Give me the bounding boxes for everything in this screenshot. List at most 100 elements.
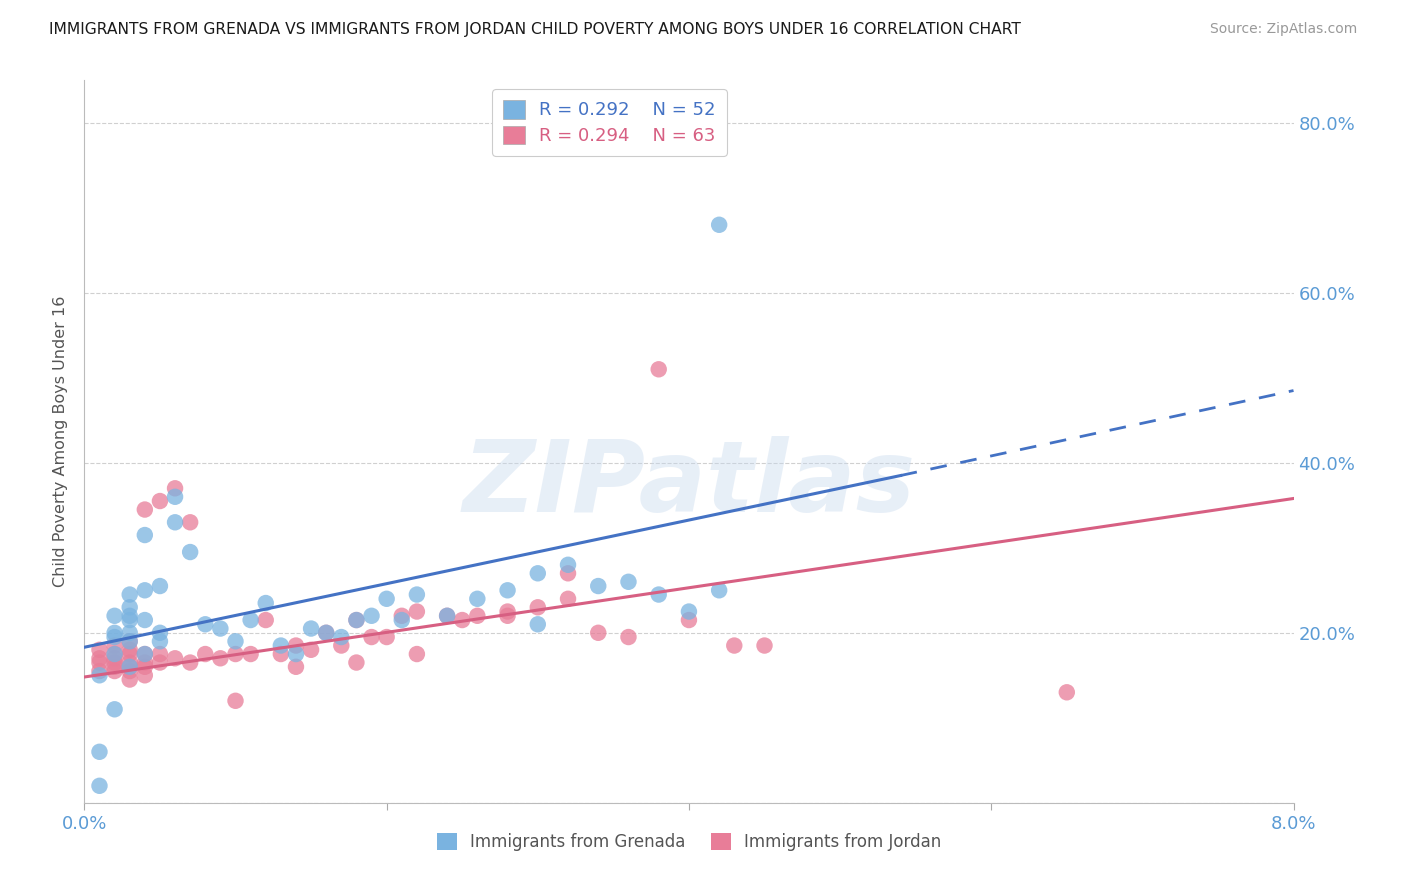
Point <box>270 639 292 653</box>
Point <box>285 660 308 674</box>
Point <box>104 639 127 653</box>
Point <box>118 613 141 627</box>
Point <box>496 608 519 623</box>
Point <box>165 490 187 504</box>
Point <box>118 642 141 657</box>
Point <box>617 630 640 644</box>
Point <box>315 625 337 640</box>
Point <box>118 660 141 674</box>
Point <box>467 608 489 623</box>
Point <box>436 608 458 623</box>
Point <box>406 647 429 661</box>
Point <box>134 583 156 598</box>
Point <box>209 651 232 665</box>
Point <box>89 745 111 759</box>
Point <box>588 579 610 593</box>
Point <box>285 647 308 661</box>
Point <box>375 630 398 644</box>
Point <box>436 608 458 623</box>
Point <box>104 664 127 678</box>
Point <box>118 625 141 640</box>
Point <box>165 516 187 530</box>
Point <box>149 634 172 648</box>
Point <box>104 630 127 644</box>
Point <box>299 642 322 657</box>
Point <box>617 574 640 589</box>
Point <box>134 647 156 661</box>
Point <box>557 558 579 572</box>
Point <box>527 617 550 632</box>
Point <box>104 625 127 640</box>
Point <box>118 608 141 623</box>
Point <box>134 656 156 670</box>
Point <box>118 600 141 615</box>
Point <box>194 647 217 661</box>
Point <box>104 647 127 661</box>
Point <box>118 673 141 687</box>
Point <box>239 613 262 627</box>
Point <box>254 596 277 610</box>
Point <box>134 613 156 627</box>
Point <box>496 583 519 598</box>
Point <box>134 502 156 516</box>
Point <box>360 608 382 623</box>
Point <box>209 622 232 636</box>
Point <box>134 647 156 661</box>
Point <box>527 600 550 615</box>
Point <box>89 668 111 682</box>
Point <box>360 630 382 644</box>
Point <box>225 694 247 708</box>
Point <box>104 647 127 661</box>
Point <box>104 702 127 716</box>
Point <box>118 656 141 670</box>
Point <box>557 566 579 581</box>
Point <box>375 591 398 606</box>
Point <box>467 591 489 606</box>
Point <box>104 656 127 670</box>
Point <box>406 588 429 602</box>
Point <box>149 647 172 661</box>
Point <box>451 613 474 627</box>
Legend: Immigrants from Grenada, Immigrants from Jordan: Immigrants from Grenada, Immigrants from… <box>429 825 949 860</box>
Point <box>149 625 172 640</box>
Point <box>315 625 337 640</box>
Point <box>496 605 519 619</box>
Text: IMMIGRANTS FROM GRENADA VS IMMIGRANTS FROM JORDAN CHILD POVERTY AMONG BOYS UNDER: IMMIGRANTS FROM GRENADA VS IMMIGRANTS FR… <box>49 22 1021 37</box>
Point <box>149 494 172 508</box>
Point <box>165 651 187 665</box>
Point <box>104 651 127 665</box>
Point <box>285 639 308 653</box>
Point <box>588 625 610 640</box>
Point <box>406 605 429 619</box>
Point <box>678 613 700 627</box>
Point <box>149 579 172 593</box>
Point <box>678 605 700 619</box>
Point <box>557 591 579 606</box>
Point <box>648 588 671 602</box>
Point <box>89 656 111 670</box>
Point <box>239 647 262 661</box>
Point <box>330 630 353 644</box>
Point <box>527 566 550 581</box>
Point <box>89 642 111 657</box>
Y-axis label: Child Poverty Among Boys Under 16: Child Poverty Among Boys Under 16 <box>53 296 69 587</box>
Point <box>118 660 141 674</box>
Point <box>179 656 201 670</box>
Point <box>118 647 141 661</box>
Point <box>709 583 731 598</box>
Point <box>254 613 277 627</box>
Point <box>346 656 368 670</box>
Point <box>330 639 353 653</box>
Point <box>648 362 671 376</box>
Point <box>118 634 141 648</box>
Point <box>391 608 413 623</box>
Point <box>134 668 156 682</box>
Point <box>346 613 368 627</box>
Point <box>225 647 247 661</box>
Point <box>134 660 156 674</box>
Point <box>149 656 172 670</box>
Point <box>89 779 111 793</box>
Point <box>118 634 141 648</box>
Point <box>104 608 127 623</box>
Point <box>118 664 141 678</box>
